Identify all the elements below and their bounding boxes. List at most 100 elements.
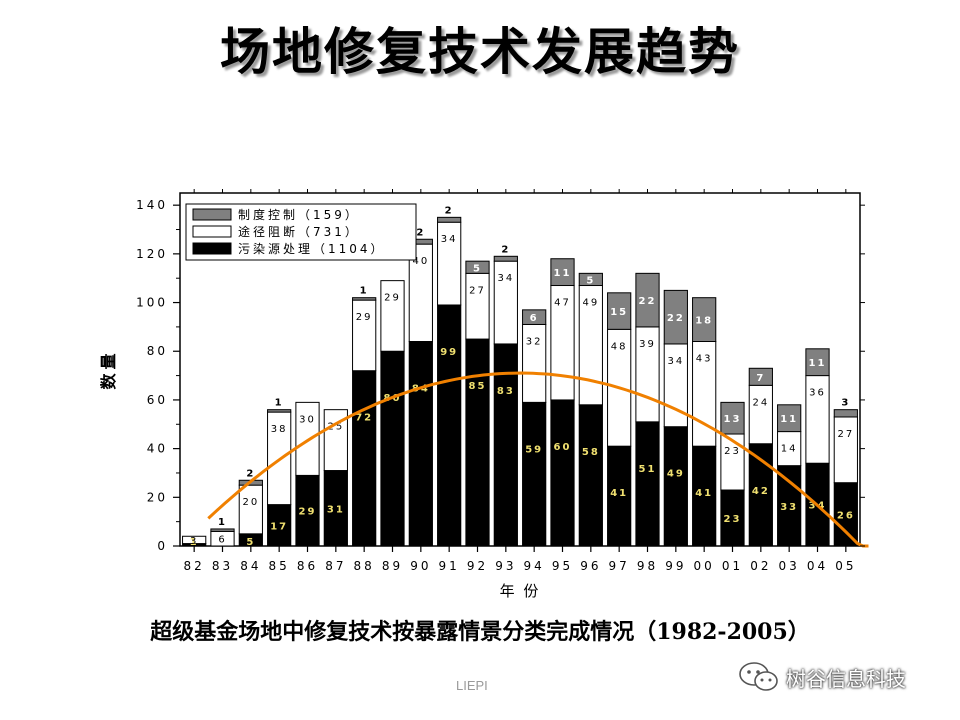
bar-data-label: 30	[299, 414, 316, 425]
bar-segment	[408, 341, 433, 547]
bar-segment	[522, 309, 547, 325]
x-tick-label: 03	[779, 559, 800, 573]
bar-segment	[663, 289, 688, 345]
bar-data-label: 59	[525, 444, 543, 455]
x-tick-label: 84	[240, 559, 261, 573]
bar-data-label: 39	[639, 339, 656, 350]
legend: 制度控制（159） 途径阻断（731） 污染源处理（1104）	[185, 203, 417, 261]
bar-segment	[635, 272, 660, 328]
bar-segment	[465, 272, 490, 340]
x-tick-label: 90	[410, 559, 431, 573]
x-tick-label: 97	[609, 559, 630, 573]
bar-data-label: 34	[667, 356, 684, 367]
bar-data-label: 13	[724, 414, 742, 425]
bar-segment	[692, 297, 717, 343]
bar-data-label: 32	[526, 336, 543, 347]
watermark: 树谷信息科技	[738, 660, 906, 694]
legend-swatch	[192, 208, 232, 221]
bar-segment	[437, 216, 462, 223]
bar-segment	[663, 426, 688, 547]
bar-data-label: 20	[242, 497, 259, 508]
bar-data-label: 23	[724, 514, 742, 525]
bar-segment	[380, 280, 405, 352]
bar-data-label: 1	[190, 537, 199, 548]
bar-data-label: 85	[469, 381, 487, 392]
bar-segment	[323, 409, 348, 472]
bar-data-label: 60	[554, 442, 572, 453]
bar-data-label: 47	[554, 298, 571, 309]
legend-label: 污染源处理（1104）	[238, 241, 386, 256]
legend-label: 途径阻断（731）	[238, 224, 360, 239]
bar-data-label: 14	[781, 444, 798, 455]
bar-data-label: 49	[582, 298, 599, 309]
bar-data-label: 15	[610, 307, 628, 318]
bar-data-label: 2	[501, 244, 510, 255]
x-tick-label: 87	[325, 559, 346, 573]
bar-data-label: 27	[469, 285, 486, 296]
y-tick-label: 140	[136, 198, 168, 212]
bar-data-label: 72	[355, 413, 373, 424]
x-tick-label: 00	[694, 559, 715, 573]
wechat-icon	[739, 662, 778, 691]
chart-caption: 超级基金场地中修复技术按暴露情景分类完成情况（1982-2005）	[150, 619, 810, 645]
bar-data-label: 18	[695, 316, 713, 327]
bar-data-label: 31	[327, 504, 345, 515]
bar-data-label: 22	[639, 296, 657, 307]
x-tick-label: 01	[722, 559, 743, 573]
bar-data-label: 5	[586, 275, 595, 286]
bar-data-label: 11	[780, 414, 798, 425]
bar-segment	[720, 433, 745, 491]
bar-segment	[607, 292, 632, 330]
trend-line	[207, 371, 869, 548]
bar-data-label: 42	[752, 486, 770, 497]
bar-data-label: 3	[190, 536, 198, 547]
bar-data-label: 6	[218, 535, 226, 546]
y-tick-label: 60	[147, 393, 168, 407]
bar-segment	[550, 258, 575, 287]
bar-data-label: 27	[837, 429, 854, 440]
bar-data-label: 1	[218, 517, 227, 528]
x-tick-label: 94	[524, 559, 545, 573]
bar-segment	[267, 409, 292, 413]
bar-data-label: 41	[695, 488, 713, 499]
bar-segment	[210, 528, 235, 532]
bar-segment	[833, 416, 858, 484]
bar-data-label: 43	[696, 354, 713, 365]
bar-data-label: 11	[809, 358, 827, 369]
bar-segment	[182, 535, 207, 545]
bar-segment	[380, 350, 405, 547]
bar-segment	[238, 484, 263, 535]
bar-segment	[805, 348, 830, 377]
bar-data-label: 2	[246, 468, 255, 479]
x-tick-label: 86	[297, 559, 318, 573]
bar-data-label: 11	[554, 268, 572, 279]
y-tick-label: 20	[147, 490, 168, 504]
bar-data-label: 7	[756, 373, 765, 384]
bar-segment	[578, 404, 603, 547]
bar-data-label: 36	[809, 388, 826, 399]
bar-segment	[550, 399, 575, 547]
y-axis-label: 数量	[99, 349, 118, 389]
footer-mark: LIEPI	[456, 678, 488, 693]
bar-segment	[748, 384, 773, 445]
y-tick-label: 100	[136, 296, 168, 310]
bar-segment	[465, 338, 490, 547]
page-title: 场地修复技术发展趋势	[220, 23, 740, 81]
bar-data-label: 1	[360, 286, 369, 297]
y-tick-label: 40	[147, 442, 168, 456]
trend-line-group	[207, 371, 869, 548]
x-tick-label: 95	[552, 559, 573, 573]
x-tick-label: 83	[212, 559, 233, 573]
x-tick-label: 82	[184, 559, 205, 573]
x-tick-label: 88	[354, 559, 375, 573]
bar-data-label: 6	[530, 313, 539, 324]
bar-data-label: 51	[639, 464, 657, 475]
x-tick-label: 89	[382, 559, 403, 573]
x-tick-label: 91	[439, 559, 460, 573]
bar-data-label: 34	[497, 273, 514, 284]
x-tick-label: 92	[467, 559, 488, 573]
bar-data-label: 22	[667, 313, 685, 324]
bar-segment	[578, 272, 603, 287]
